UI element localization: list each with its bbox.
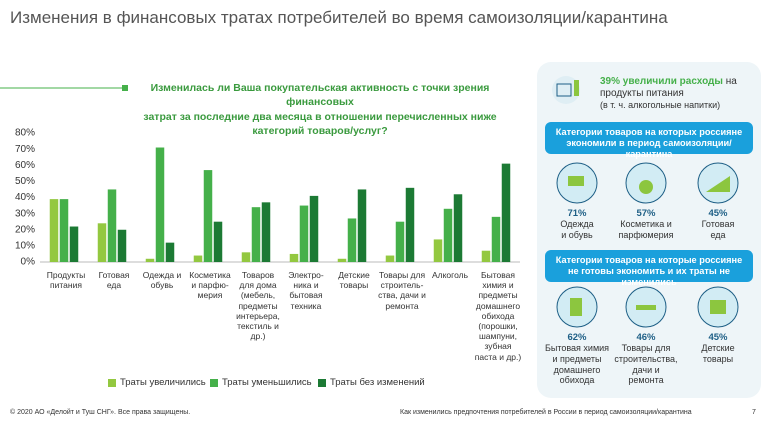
copyright: © 2020 АО «Делойт и Туш СНГ». Все права … (10, 409, 191, 416)
item-label: Одежда и обувь (560, 219, 594, 240)
x-tick-label: Электро- ника и бытовая техника (288, 270, 324, 311)
accent-square (122, 85, 128, 91)
bar (251, 207, 261, 262)
bar (193, 255, 203, 262)
x-tick-label: Товары для строитель- ства, дачи и ремон… (378, 270, 426, 311)
item-value: 46% (636, 332, 656, 343)
bar (261, 202, 271, 262)
bar (117, 229, 127, 262)
x-tick-label: Одежда и обувь (142, 270, 182, 291)
icon-accent (639, 180, 653, 194)
icon-accent (710, 300, 726, 314)
bar (337, 258, 347, 262)
legend-label: Траты без изменений (330, 377, 425, 388)
food-icon-part (574, 80, 579, 96)
item-value: 45% (708, 332, 728, 343)
y-tick-label: 10% (15, 241, 35, 252)
item-label: Готовая еда (701, 219, 735, 240)
item-value: 57% (636, 208, 656, 219)
legend-swatch (210, 379, 218, 387)
bar (405, 187, 415, 262)
page-number: 7 (752, 409, 756, 416)
x-tick-label: Готовая еда (98, 270, 130, 291)
y-tick-label: 60% (15, 160, 35, 171)
legend-swatch (108, 379, 116, 387)
bar (453, 194, 463, 262)
x-tick-label: Товаров для дома (мебель, предметы интер… (236, 270, 280, 342)
x-tick-label: Алкоголь (431, 270, 468, 280)
bar (69, 226, 79, 262)
y-tick-label: 30% (15, 208, 35, 219)
not-saved-header: Категории товаров на которые россияне не… (555, 255, 743, 288)
bar (165, 242, 175, 262)
bar (49, 199, 59, 262)
y-tick-label: 80% (15, 128, 35, 139)
bar (213, 221, 223, 262)
y-tick-label: 20% (15, 224, 35, 235)
y-tick-label: 50% (15, 176, 35, 187)
food-icon (697, 162, 739, 204)
legend-swatch (318, 379, 326, 387)
item-label: Детские товары (701, 343, 735, 364)
item-label: Товары для строительства, дачи и ремонта (614, 343, 678, 386)
bar (97, 223, 107, 262)
item-value: 45% (708, 208, 728, 219)
icon-accent (568, 176, 584, 186)
bar (309, 195, 319, 262)
item-value: 62% (567, 332, 587, 343)
legend-label: Траты уменьшились (222, 377, 312, 388)
bar (357, 189, 367, 262)
highlight-note: (в т. ч. алкогольные напитки) (600, 100, 721, 110)
bar (299, 205, 309, 262)
bar (501, 163, 511, 262)
x-tick-label: Детские товары (338, 270, 370, 291)
highlight: 39% увеличили расходы на продукты питани… (600, 76, 758, 112)
food-icon-part (556, 83, 572, 97)
bar (241, 252, 251, 262)
saved-header: Категории товаров на которых россияне эк… (555, 127, 743, 160)
bar (145, 258, 155, 262)
caption: Как изменились предпочтения потребителей… (400, 409, 692, 416)
bar (395, 221, 405, 262)
item-label: Косметика и парфюмерия (618, 219, 674, 240)
bar (203, 170, 213, 262)
header-box (545, 250, 753, 282)
question: Изменилась ли Ваша покупательская активн… (143, 82, 497, 138)
bar (491, 216, 501, 262)
bar (107, 189, 117, 262)
icon-accent (706, 176, 730, 192)
bar (385, 255, 395, 262)
y-tick-label: 40% (15, 192, 35, 203)
bar (481, 250, 491, 262)
food-icon (552, 76, 580, 104)
icon-accent (636, 305, 656, 310)
bar (433, 239, 443, 262)
y-tick-label: 0% (21, 257, 36, 268)
x-tick-label: Косметика и парфю- мерия (189, 270, 231, 301)
y-tick-label: 70% (15, 144, 35, 155)
bar (443, 208, 453, 262)
x-tick-label: Продукты питания (46, 270, 86, 291)
legend-label: Траты увеличились (120, 377, 206, 388)
bar (59, 199, 69, 262)
icon-accents (568, 176, 730, 316)
highlight-value: 39% увеличили расходы (600, 76, 723, 87)
item-value: 71% (567, 208, 587, 219)
header-box (545, 122, 753, 154)
highlight-text: на продукты питания (600, 76, 737, 99)
slide-title: Изменения в финансовых тратах потребител… (10, 8, 668, 27)
bar (347, 218, 357, 262)
item-label: Бытовая химия и предметы домашнего обихо… (544, 343, 610, 386)
bar (155, 147, 165, 262)
icon-accent (570, 298, 582, 316)
bar (289, 253, 299, 262)
x-tick-label: Бытовая химия и предметы домашнего обихо… (474, 270, 522, 362)
